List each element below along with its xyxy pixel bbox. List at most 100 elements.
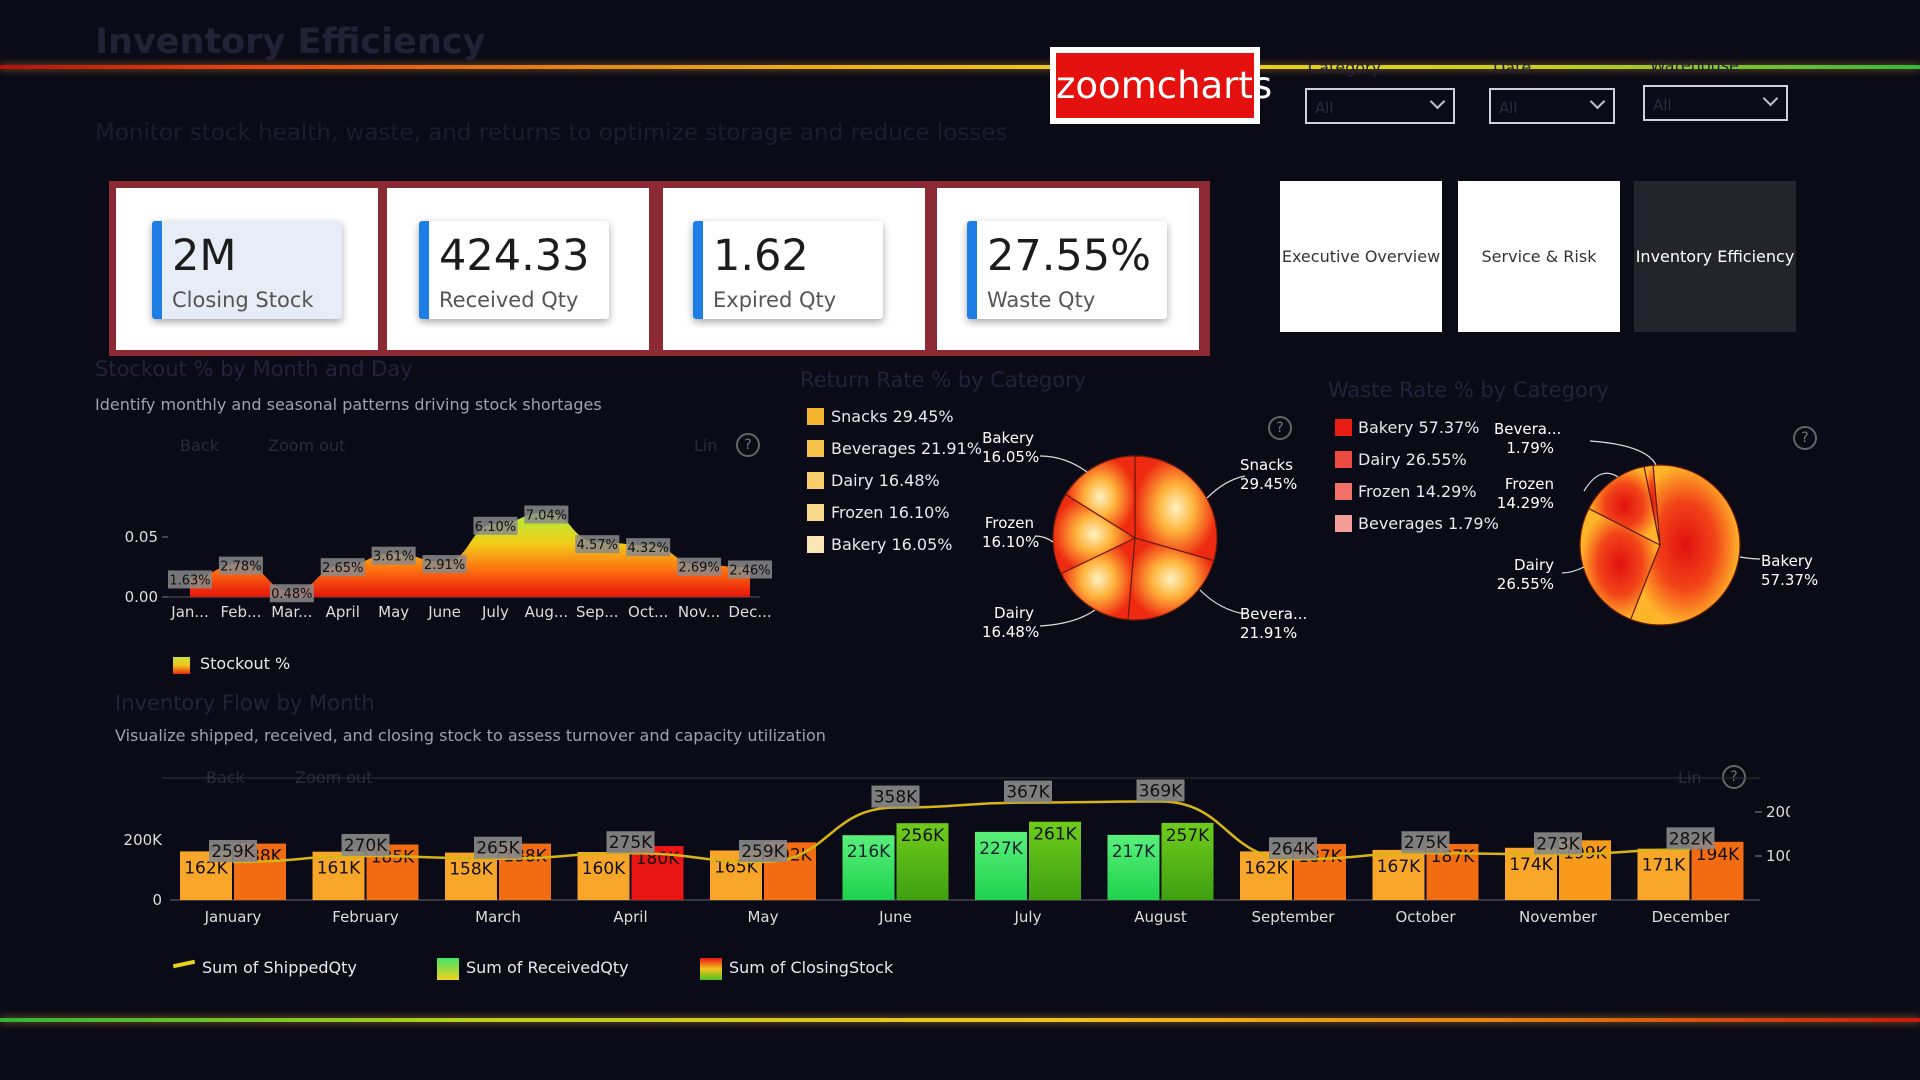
return-label-snacks: Snacks 29.45% — [1240, 456, 1297, 494]
pie-slice[interactable] — [1579, 507, 1661, 621]
x-tick-label: Feb... — [220, 603, 261, 621]
pie-slice[interactable] — [1064, 455, 1136, 540]
legend-swatch-beverages — [1335, 515, 1352, 532]
svg-text:275K: 275K — [1404, 833, 1448, 853]
legend-swatch-snacks — [807, 408, 824, 425]
svg-text:369K: 369K — [1139, 782, 1183, 802]
label-pct: 29.45% — [1240, 475, 1298, 493]
bar-label: 162K — [184, 858, 228, 878]
date-dropdown[interactable]: All — [1489, 88, 1615, 124]
pie-slice[interactable] — [1052, 493, 1137, 575]
category-dropdown[interactable]: All — [1305, 88, 1455, 124]
leader-line — [1039, 609, 1096, 627]
nav-inventory-efficiency-button[interactable]: Inventory Efficiency — [1634, 181, 1796, 332]
label-pct: 16.48% — [982, 623, 1040, 641]
bar-closing[interactable] — [1691, 841, 1744, 900]
data-label: 1.63% — [168, 570, 212, 589]
return-rate-pie — [1034, 455, 1246, 627]
warehouse-dropdown-value: All — [1653, 96, 1672, 114]
bar-received[interactable] — [1107, 834, 1160, 900]
stockout-title: Stockout % by Month and Day — [95, 357, 413, 381]
label-name: Frozen — [1504, 475, 1554, 493]
pie-slice[interactable] — [1127, 537, 1215, 621]
y-tick-label: 0.05 — [125, 528, 158, 546]
legend-swatch-bakery — [807, 536, 824, 553]
bar-received[interactable] — [312, 851, 365, 900]
help-icon[interactable]: ? — [1793, 426, 1817, 450]
bar-closing[interactable] — [896, 823, 949, 900]
data-label: 4.57% — [575, 535, 620, 554]
bar-received[interactable] — [1505, 847, 1557, 900]
kpi-label: Received Qty — [439, 288, 579, 312]
svg-text:2.46%: 2.46% — [729, 563, 770, 578]
kpi-card-waste-qty: 27.55% Waste Qty — [937, 188, 1199, 350]
bar-received[interactable] — [577, 852, 630, 900]
svg-text:259K: 259K — [211, 842, 255, 862]
bar-received[interactable] — [1372, 849, 1425, 900]
data-label: 2.69% — [677, 557, 722, 576]
waste-rate-title: Waste Rate % by Category — [1328, 378, 1609, 402]
line-data-label: 275K — [606, 831, 655, 854]
svg-text:7.04%: 7.04% — [526, 509, 567, 524]
legend-snacks: Snacks 29.45% — [831, 407, 954, 426]
svg-text:358K: 358K — [874, 788, 918, 808]
bar-label: 162K — [1244, 858, 1288, 878]
bar-received[interactable] — [445, 852, 497, 900]
bar-closing[interactable] — [1029, 821, 1081, 900]
label-pct: 1.79% — [1506, 439, 1554, 457]
return-label-frozen: Frozen 16.10% — [982, 514, 1040, 552]
return-label-bakery: Bakery 16.05% — [982, 429, 1039, 467]
pie-slice[interactable] — [1629, 464, 1741, 626]
pie-slice[interactable] — [1134, 455, 1218, 562]
chevron-down-icon — [1762, 90, 1779, 107]
stockout-zoom-out-button[interactable]: Zoom out — [268, 436, 346, 455]
help-icon[interactable]: ? — [1722, 765, 1746, 789]
x-tick-label: Sep... — [576, 603, 619, 621]
nav-executive-overview-button[interactable]: Executive Overview — [1280, 181, 1442, 332]
bar-received[interactable] — [842, 835, 895, 900]
kpi-card-expired-qty: 1.62 Expired Qty — [663, 188, 925, 350]
x-tick-label: Nov... — [678, 603, 720, 621]
bar-received[interactable] — [1637, 848, 1690, 900]
pie-slice[interactable] — [1643, 464, 1661, 546]
line-data-label: 270K — [341, 833, 390, 856]
line-data-label: 282K — [1666, 827, 1715, 850]
help-icon[interactable]: ? — [736, 433, 760, 457]
x-tick-label: November — [1519, 908, 1598, 926]
kpi-card-received-qty: 424.33 Received Qty — [387, 188, 649, 350]
help-icon[interactable]: ? — [1268, 416, 1292, 440]
kpi-value: 2M — [172, 231, 237, 281]
bar-label: 174K — [1509, 855, 1553, 875]
kpi-accent-bar — [967, 221, 977, 319]
kpi-tile: 2M Closing Stock — [152, 221, 342, 319]
pie-slice[interactable] — [1060, 537, 1136, 621]
kpi-value: 1.62 — [713, 231, 809, 281]
pie-slice[interactable] — [1587, 465, 1661, 547]
return-label-beverages: Bevera... 21.91% — [1240, 605, 1307, 643]
svg-text:3.61%: 3.61% — [373, 550, 414, 565]
label-name: Frozen — [984, 514, 1034, 532]
svg-text:273K: 273K — [1536, 834, 1580, 854]
kpi-tile: 424.33 Received Qty — [419, 221, 609, 319]
nav-service-risk-button[interactable]: Service & Risk — [1458, 181, 1620, 332]
date-dropdown-value: All — [1499, 99, 1518, 117]
line-data-label: 264K — [1269, 837, 1317, 860]
warehouse-dropdown[interactable]: All — [1643, 85, 1788, 121]
bar-closing[interactable] — [1161, 822, 1214, 900]
legend-closing: Sum of ClosingStock — [729, 958, 894, 977]
stockout-back-button[interactable]: Back — [180, 436, 219, 455]
x-tick-label: May — [378, 603, 409, 621]
stockout-lin-toggle[interactable]: Lin — [694, 436, 718, 455]
bar-received[interactable] — [975, 831, 1027, 900]
kpi-label: Waste Qty — [987, 288, 1096, 312]
page-title: Inventory Efficiency — [95, 22, 486, 62]
legend-swatch-received — [437, 958, 459, 980]
line-data-label: 265K — [474, 836, 522, 859]
legend-swatch-beverages — [807, 440, 824, 457]
category-dropdown-value: All — [1315, 99, 1334, 117]
kpi-accent-bar — [693, 221, 703, 319]
label-pct: 16.10% — [982, 533, 1040, 551]
line-data-label: 367K — [1004, 780, 1052, 803]
legend-beverages: Beverages 21.91% — [831, 439, 982, 458]
kpi-accent-bar — [419, 221, 429, 319]
